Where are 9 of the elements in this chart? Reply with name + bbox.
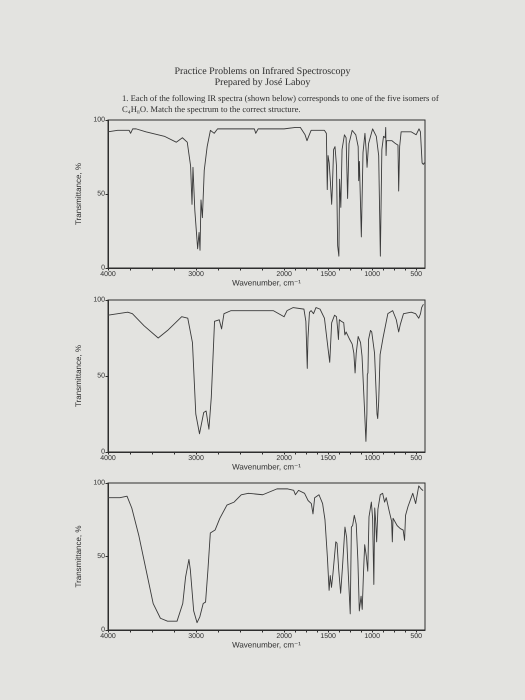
- y-axis-title: Transmittance, %: [74, 163, 83, 225]
- y-axis-title: Transmittance, %: [74, 526, 83, 588]
- text: 1. Each of the following IR spectra (shown below) corresponds to one of the five isomers of C₄H₈O. Match the spectrum to the correct structure.: [122, 93, 440, 114]
- y-axis-title: Transmittance, %: [74, 345, 83, 407]
- chart-subtitle: Prepared by José Laboy: [214, 77, 312, 88]
- x-axis-title: Wavenumber, cm⁻¹: [232, 278, 302, 288]
- x-axis-title: Wavenumber, cm⁻¹: [232, 462, 302, 472]
- x-axis-title: Wavenumber, cm⁻¹: [232, 640, 302, 650]
- chart-title: Practice Problems on Infrared Spectroscopy: [173, 66, 352, 77]
